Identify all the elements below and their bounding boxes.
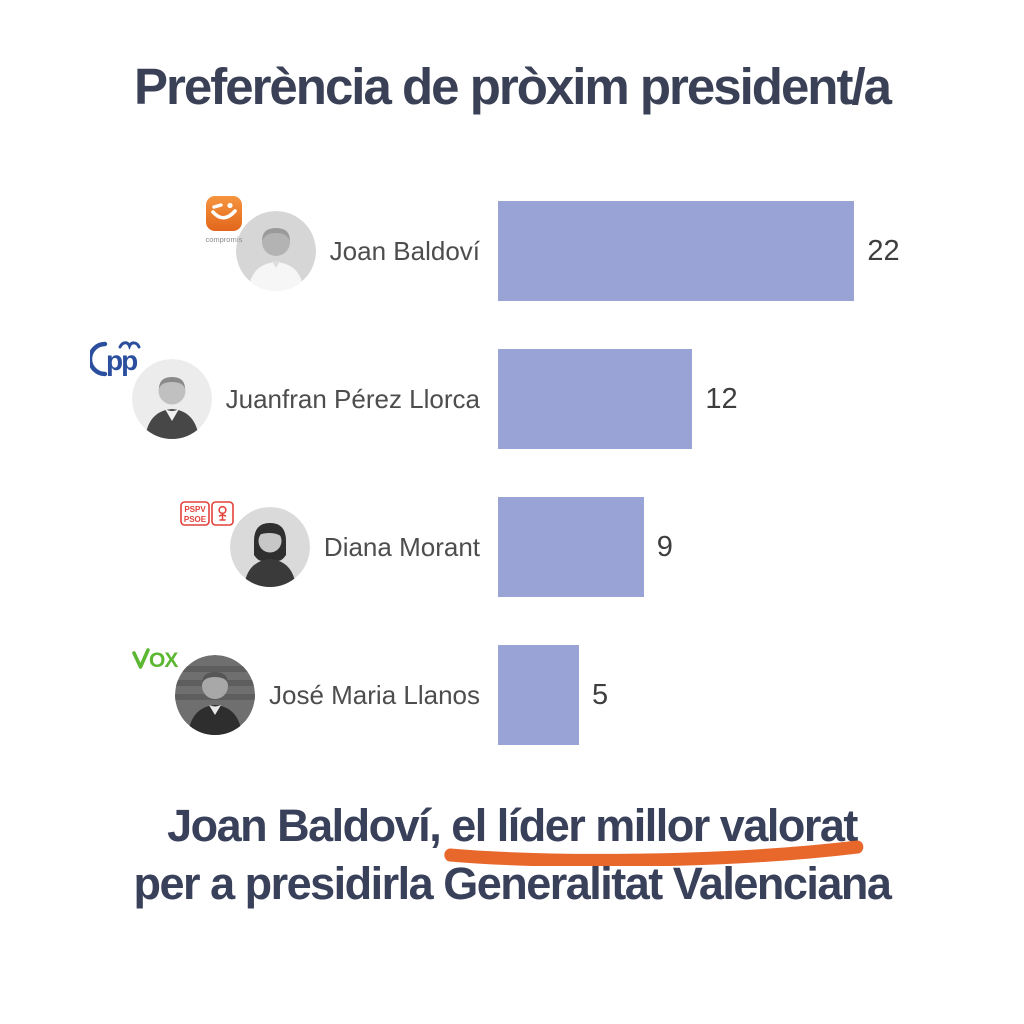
- compromis-logo-label: compromís: [205, 235, 242, 244]
- vox-logo-icon: OX: [131, 647, 183, 678]
- footer-headline: Joan Baldoví, el líder millor valorat pe…: [0, 797, 1024, 912]
- pspv-logo-line1: PSPV: [184, 505, 206, 514]
- avatar-wrap: PSPV PSOE: [180, 501, 310, 588]
- pp-logo-label: pp: [106, 345, 137, 376]
- candidate-name: Joan Baldoví: [329, 235, 480, 266]
- vox-logo-label: OX: [149, 649, 178, 672]
- bar-value: 9: [656, 530, 673, 563]
- bar-llanos: [498, 645, 579, 746]
- pspv-psoe-logo-icon: PSPV PSOE: [180, 501, 234, 532]
- footer-line2: per a presidirla Generalitat Valenciana: [133, 857, 892, 909]
- compromis-logo-icon: compromís: [204, 195, 244, 250]
- pspv-logo-line2: PSOE: [184, 515, 207, 524]
- bar-area: 22: [480, 201, 1024, 302]
- bar-area: 12: [480, 349, 1024, 450]
- chart-row-llanos: OX José Maria Llanos: [0, 621, 1024, 769]
- row-label-group: compromís Joan Baldoví: [0, 196, 480, 292]
- avatar-wrap: compromís: [205, 196, 316, 292]
- bar-perez-llorca: [498, 349, 693, 450]
- bar-value: 12: [705, 382, 738, 415]
- avatar-joan-baldovi: [235, 211, 316, 292]
- bar-area: 5: [480, 645, 1024, 746]
- chart-row-baldovi: compromís Joan Baldoví 22: [0, 177, 1024, 325]
- candidate-name: Juanfran Pérez Llorca: [225, 383, 480, 414]
- chart-row-morant: PSPV PSOE D: [0, 473, 1024, 621]
- page-title: Preferència de pròxim president/a: [134, 58, 892, 115]
- preference-bar-chart: compromís Joan Baldoví 22: [0, 177, 1024, 769]
- avatar-jose-maria-llanos: [175, 655, 255, 736]
- candidate-name: José Maria Llanos: [269, 679, 480, 710]
- bar-value: 5: [592, 678, 609, 711]
- bar-baldovi: [498, 201, 855, 302]
- avatar-juanfran-perez-llorca: [131, 359, 212, 440]
- row-label-group: PSPV PSOE D: [0, 501, 480, 588]
- candidate-name: Diana Morant: [323, 531, 480, 562]
- chart-row-perez-llorca: pp Juanfran Pérez Llorca 12: [0, 325, 1024, 473]
- row-label-group: OX José Maria Llanos: [0, 648, 480, 736]
- bar-value: 22: [867, 234, 900, 267]
- bar-area: 9: [480, 497, 1024, 598]
- footer-highlight-wrap: el líder millor valorat: [444, 797, 864, 866]
- footer-line1-highlight: el líder millor valorat: [451, 800, 858, 852]
- pp-logo-icon: pp: [87, 339, 144, 384]
- avatar-diana-morant: [229, 507, 310, 588]
- avatar-wrap: pp: [87, 341, 212, 440]
- bar-morant: [498, 497, 644, 598]
- footer-line1-prefix: Joan Baldoví,: [167, 800, 452, 852]
- row-label-group: pp Juanfran Pérez Llorca: [0, 341, 480, 440]
- footer-line1: Joan Baldoví, el líder millor valorat: [0, 797, 1024, 866]
- avatar-wrap: OX: [132, 648, 255, 736]
